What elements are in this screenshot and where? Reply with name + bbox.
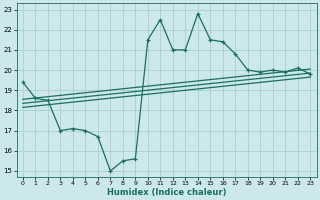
- X-axis label: Humidex (Indice chaleur): Humidex (Indice chaleur): [107, 188, 226, 197]
